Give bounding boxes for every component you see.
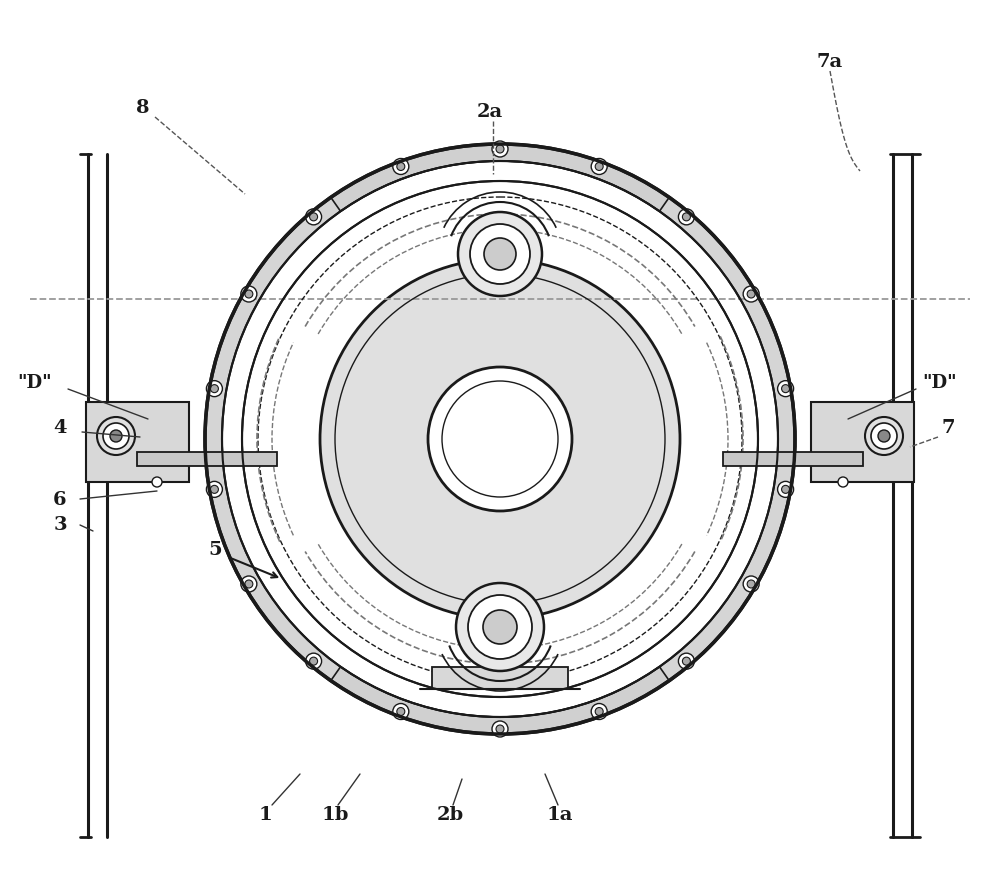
Circle shape xyxy=(310,214,318,222)
Circle shape xyxy=(320,260,680,619)
Text: 7a: 7a xyxy=(817,53,843,71)
Circle shape xyxy=(222,162,778,717)
Circle shape xyxy=(595,163,603,171)
Text: 1a: 1a xyxy=(547,805,573,823)
Polygon shape xyxy=(86,403,189,482)
Circle shape xyxy=(483,610,517,645)
Polygon shape xyxy=(723,453,863,467)
Circle shape xyxy=(682,658,690,666)
Polygon shape xyxy=(331,145,669,212)
Circle shape xyxy=(782,486,790,494)
Circle shape xyxy=(468,595,532,660)
Text: 2a: 2a xyxy=(477,103,503,121)
Circle shape xyxy=(397,163,405,171)
Circle shape xyxy=(743,287,759,303)
Text: 2b: 2b xyxy=(436,805,464,823)
Circle shape xyxy=(492,142,508,158)
Polygon shape xyxy=(432,667,568,689)
Circle shape xyxy=(310,658,318,666)
Circle shape xyxy=(428,367,572,511)
Text: 6: 6 xyxy=(53,490,67,509)
Circle shape xyxy=(747,290,755,299)
Circle shape xyxy=(484,239,516,271)
Text: 1: 1 xyxy=(258,805,272,823)
Circle shape xyxy=(210,486,218,494)
Text: 7: 7 xyxy=(941,418,955,437)
Circle shape xyxy=(393,160,409,175)
Text: 1b: 1b xyxy=(321,805,349,823)
Circle shape xyxy=(778,481,794,498)
Text: 5: 5 xyxy=(208,540,222,559)
Circle shape xyxy=(306,210,322,225)
Circle shape xyxy=(595,708,603,716)
Circle shape xyxy=(245,581,253,588)
Circle shape xyxy=(591,160,607,175)
Circle shape xyxy=(871,424,897,450)
Circle shape xyxy=(492,721,508,738)
Circle shape xyxy=(152,477,162,488)
Circle shape xyxy=(591,703,607,720)
Circle shape xyxy=(778,381,794,397)
Circle shape xyxy=(222,162,778,717)
Polygon shape xyxy=(137,453,277,467)
Circle shape xyxy=(205,145,795,734)
Text: 8: 8 xyxy=(136,99,150,117)
Circle shape xyxy=(103,424,129,450)
Circle shape xyxy=(97,417,135,455)
Text: "D": "D" xyxy=(923,374,957,391)
Circle shape xyxy=(496,146,504,153)
Circle shape xyxy=(110,431,122,443)
Polygon shape xyxy=(331,667,669,734)
Circle shape xyxy=(456,583,544,671)
Circle shape xyxy=(496,725,504,733)
Polygon shape xyxy=(811,403,914,482)
Circle shape xyxy=(743,576,759,592)
Circle shape xyxy=(245,290,253,299)
Circle shape xyxy=(747,581,755,588)
Circle shape xyxy=(678,653,694,669)
Circle shape xyxy=(397,708,405,716)
Text: "D": "D" xyxy=(18,374,52,391)
Circle shape xyxy=(782,385,790,393)
Circle shape xyxy=(678,210,694,225)
Circle shape xyxy=(865,417,903,455)
Circle shape xyxy=(206,381,222,397)
Circle shape xyxy=(210,385,218,393)
Circle shape xyxy=(470,225,530,285)
Text: 3: 3 xyxy=(53,516,67,533)
Circle shape xyxy=(878,431,890,443)
Text: 4: 4 xyxy=(53,418,67,437)
Circle shape xyxy=(838,477,848,488)
Circle shape xyxy=(393,703,409,720)
Circle shape xyxy=(306,653,322,669)
Circle shape xyxy=(682,214,690,222)
Circle shape xyxy=(458,213,542,296)
Circle shape xyxy=(241,287,257,303)
Circle shape xyxy=(205,145,795,734)
Circle shape xyxy=(241,576,257,592)
Circle shape xyxy=(206,481,222,498)
